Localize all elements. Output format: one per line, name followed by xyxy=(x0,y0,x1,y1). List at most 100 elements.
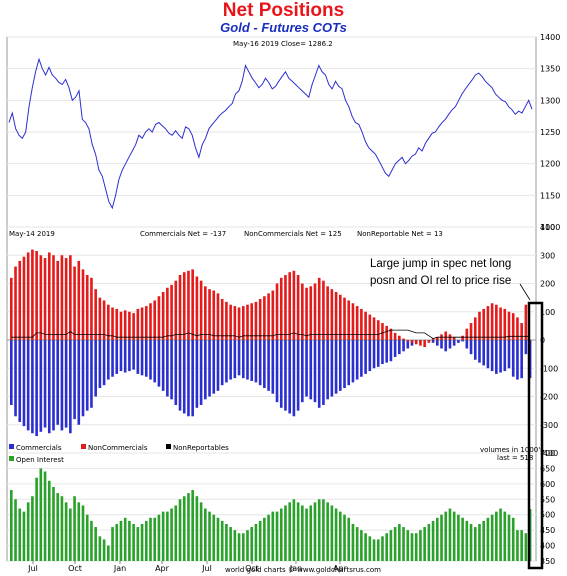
oi-bar xyxy=(507,514,511,561)
chart-title: Net Positions xyxy=(222,0,345,21)
oi-bar xyxy=(258,520,262,561)
net-bar-commercials xyxy=(263,340,266,389)
net-bar-commercials xyxy=(284,340,287,411)
oi-bar xyxy=(18,508,22,561)
net-bar-noncommercials xyxy=(77,260,81,340)
net-bar-commercials xyxy=(301,340,304,403)
net-bar-noncommercials xyxy=(360,308,363,340)
net-y-tick-label: -100 xyxy=(540,364,558,373)
oi-bar xyxy=(275,511,279,561)
net-bar-commercials xyxy=(258,340,262,386)
oi-bar xyxy=(191,490,194,561)
oi-bar xyxy=(503,511,507,561)
net-bar-noncommercials xyxy=(220,299,224,340)
oi-bar xyxy=(10,490,13,561)
net-bar-commercials xyxy=(469,340,473,355)
net-bar-noncommercials xyxy=(56,260,60,340)
net-bar-commercials xyxy=(199,340,203,405)
oi-bar xyxy=(322,499,325,561)
net-bar-noncommercials xyxy=(524,304,528,340)
net-bar-noncommercials xyxy=(372,317,376,340)
net-bar-noncommercials xyxy=(191,269,194,341)
net-bar-commercials xyxy=(132,340,135,370)
net-bar-commercials xyxy=(229,340,232,380)
annotation-line-1: Large jump in spec net long xyxy=(370,258,511,270)
net-bar-commercials xyxy=(372,340,376,369)
net-bar-commercials xyxy=(220,340,224,386)
net-bar-commercials xyxy=(326,340,329,400)
net-bar-commercials xyxy=(166,340,169,397)
net-bar-noncommercials xyxy=(389,328,393,340)
net-bar-noncommercials xyxy=(140,307,144,340)
net-bar-noncommercials xyxy=(136,308,140,340)
net-bar-noncommercials xyxy=(241,306,245,340)
net-bar-noncommercials xyxy=(338,294,342,340)
oi-bar xyxy=(284,505,287,561)
oi-bar xyxy=(301,505,304,561)
oi-bar xyxy=(465,520,469,561)
oi-bar xyxy=(73,496,76,561)
net-bar-commercials xyxy=(478,340,481,363)
x-tick-label: Jul xyxy=(27,564,38,573)
oi-bar xyxy=(410,533,414,561)
legend-swatch-commercials xyxy=(9,444,14,449)
net-bar-noncommercials xyxy=(132,313,135,340)
net-bar-noncommercials xyxy=(98,297,102,341)
oi-y-tick-label: 350 xyxy=(540,557,555,566)
oi-bar xyxy=(31,496,34,561)
oi-bar xyxy=(343,514,346,561)
net-bar-noncommercials xyxy=(149,303,152,340)
net-bar-noncommercials xyxy=(170,284,173,340)
net-bar-noncommercials xyxy=(64,258,68,340)
oi-bar xyxy=(305,508,308,561)
net-bar-noncommercials xyxy=(208,289,211,340)
net-bar-noncommercials xyxy=(102,300,106,340)
net-bar-noncommercials xyxy=(334,291,338,340)
net-bar-commercials xyxy=(351,340,355,383)
net-bar-noncommercials xyxy=(393,332,397,340)
net-bar-noncommercials xyxy=(435,337,439,340)
net-bar-commercials xyxy=(102,340,106,386)
legend-open-interest: Open Interest xyxy=(16,456,64,464)
net-bar-commercials xyxy=(271,340,275,394)
net-bar-noncommercials xyxy=(182,272,186,340)
net-bar-commercials xyxy=(520,340,523,379)
net-bar-noncommercials xyxy=(423,340,426,348)
net-bar-commercials xyxy=(267,340,270,391)
net-bar-noncommercials xyxy=(258,299,262,340)
oi-bar xyxy=(69,508,72,561)
net-bar-commercials xyxy=(486,340,490,369)
net-bar-noncommercials xyxy=(414,340,418,345)
net-bar-noncommercials xyxy=(22,256,26,340)
oi-bar xyxy=(119,520,123,561)
net-bar-commercials xyxy=(444,340,448,352)
net-bar-noncommercials xyxy=(317,277,321,340)
price-line xyxy=(8,57,533,210)
oi-bar xyxy=(473,527,477,561)
oi-bar xyxy=(35,477,38,561)
net-bar-commercials xyxy=(47,340,51,434)
net-bar-commercials xyxy=(389,340,393,362)
net-bar-commercials xyxy=(431,340,435,343)
net-bar-commercials xyxy=(191,340,194,417)
net-bar-commercials xyxy=(376,340,380,367)
oi-bar xyxy=(107,545,110,561)
net-bar-noncommercials xyxy=(161,291,165,340)
oi-bar xyxy=(516,530,519,561)
net-bar-noncommercials xyxy=(520,323,523,340)
nonreportables-readout: NonReportable Net = 13 xyxy=(357,230,443,238)
net-bar-noncommercials xyxy=(229,304,232,340)
net-bar-commercials xyxy=(77,340,81,425)
x-tick-label: Jan xyxy=(113,564,126,573)
net-bar-noncommercials xyxy=(284,275,287,340)
net-bar-commercials xyxy=(250,340,254,381)
oi-bar xyxy=(216,517,220,561)
net-bar-commercials xyxy=(313,340,317,403)
net-bar-noncommercials xyxy=(166,287,169,340)
net-bar-noncommercials xyxy=(94,289,97,340)
net-bar-noncommercials xyxy=(250,303,254,340)
oi-bar xyxy=(486,517,490,561)
net-bar-commercials xyxy=(69,340,72,434)
net-bar-commercials xyxy=(170,340,173,400)
price-y-tick-label: 1350 xyxy=(540,65,560,74)
